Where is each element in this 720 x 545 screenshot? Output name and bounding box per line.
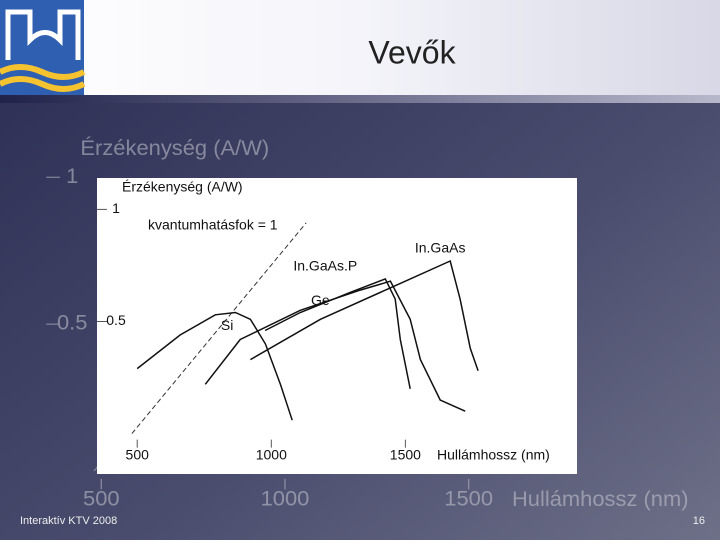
x-tick-label: 500 xyxy=(83,487,120,510)
x-tick-label: 1000 xyxy=(256,446,287,462)
line-series xyxy=(264,277,411,389)
x-tick-label: 500 xyxy=(126,446,150,462)
chart: Érzékenység (A/W) kvantumhatásfok = 1 Hu… xyxy=(97,179,550,463)
x-tick-label: 1000 xyxy=(261,487,310,510)
page-number: 16 xyxy=(693,515,705,527)
header-bar xyxy=(0,95,720,103)
x-tick-label: 1500 xyxy=(444,487,493,510)
series-label: In.GaAs.P xyxy=(293,258,357,274)
footer: Interaktív KTV 2008 xyxy=(20,515,117,527)
y-axis-label: Érzékenység (A/W) xyxy=(122,179,243,195)
series-label: In.GaAs xyxy=(415,240,466,256)
line-series xyxy=(250,259,479,372)
y-axis-label: Érzékenység (A/W) xyxy=(80,135,269,159)
x-axis-label: Hullámhossz (nm) xyxy=(512,487,689,510)
series-label: Ge xyxy=(311,292,330,308)
chart-box xyxy=(97,178,577,474)
slide-title: Vevők xyxy=(368,34,456,70)
header xyxy=(0,0,720,95)
annotation: kvantumhatásfok = 1 xyxy=(148,217,278,233)
y-tick-label: 1 xyxy=(66,164,78,187)
y-tick-label: 0.5 xyxy=(57,311,88,334)
y-tick-label: 0.5 xyxy=(106,312,126,328)
series-label: Si xyxy=(221,317,233,333)
reference-line xyxy=(131,222,307,434)
logo xyxy=(0,0,86,95)
x-axis-label: Hullámhossz (nm) xyxy=(437,447,550,463)
x-tick-label: 1500 xyxy=(390,446,421,462)
y-tick-label: 1 xyxy=(112,200,120,216)
line-series xyxy=(204,280,466,412)
line-series xyxy=(136,311,293,421)
